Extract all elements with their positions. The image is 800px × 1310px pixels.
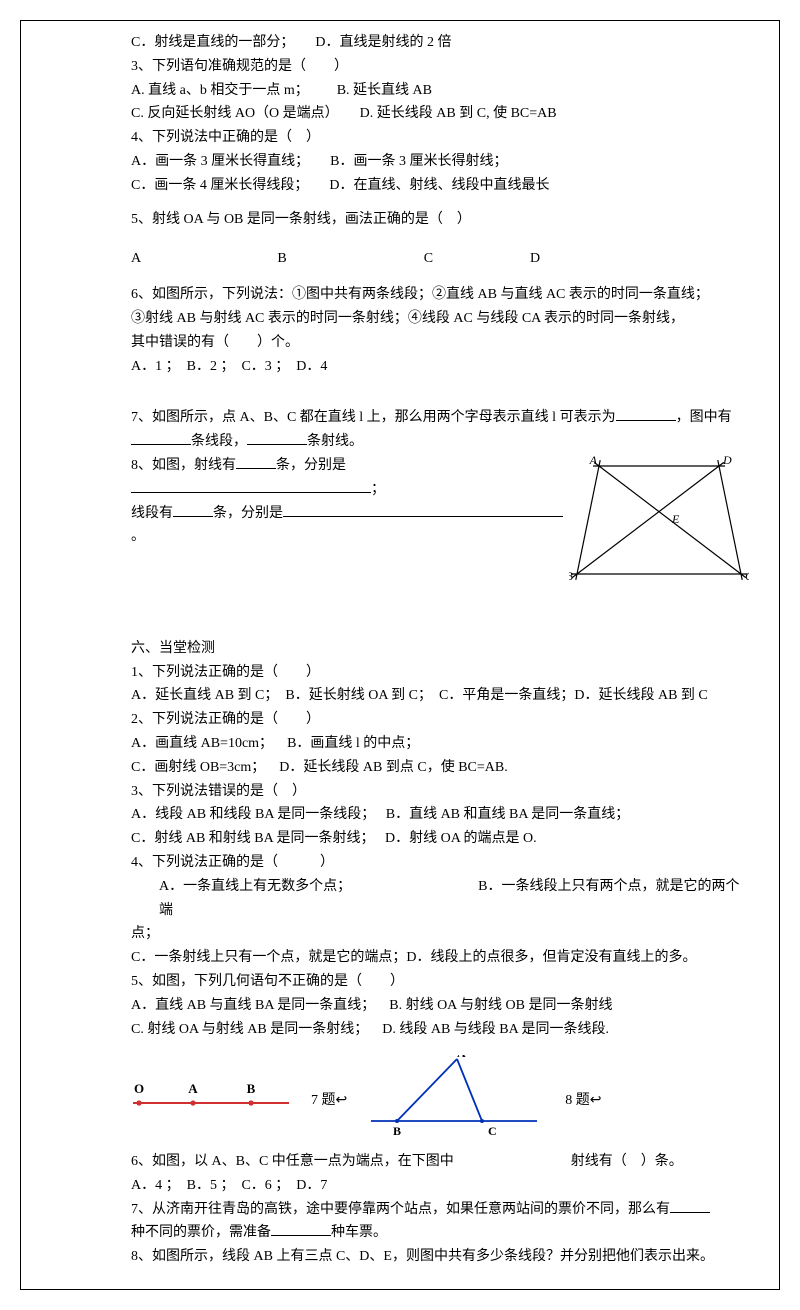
p7-a: 7、从济南开往青岛的高铁，途中要停靠两个站点，如果任意两站间的票价不同，那么有 — [131, 1202, 670, 1217]
p5-opt-b: B. 射线 OA 与射线 OB 是同一条射线 — [389, 998, 612, 1013]
figure-oab-line: OAB — [131, 1079, 291, 1122]
q4-opt-b: B．画一条 3 厘米长得射线； — [330, 154, 507, 169]
p3-opt-c: C．射线 AB 和射线 BA 是同一条射线； — [131, 831, 374, 846]
q-top-d: D．直线是射线的 2 倍 — [315, 35, 451, 50]
p7-b: 种不同的票价，需准备 — [131, 1225, 271, 1240]
q4-stem: 4、下列说法中正确的是（ ） — [131, 126, 749, 150]
svg-text:A: A — [589, 454, 598, 467]
p3-opt-d: D．射线 OA 的端点是 O. — [385, 831, 537, 846]
q5-opt-c: C — [424, 251, 433, 266]
figure-triangle: A B C — [367, 1055, 545, 1146]
p3-opt-a: A．线段 AB 和线段 BA 是同一条线段； — [131, 807, 375, 822]
q8-a: 8、如图，射线有 — [131, 458, 236, 473]
p7-c: 种车票。 — [331, 1225, 387, 1240]
p2-stem: 2、下列说法正确的是（ ） — [131, 708, 749, 732]
section-6: 六、当堂检测 — [131, 637, 749, 661]
p4-stem: 4、下列说法正确的是（ ） — [131, 851, 749, 875]
q6-l3: 其中错误的有（ ）个。 — [131, 331, 749, 355]
svg-text:C: C — [488, 1124, 497, 1137]
p6-opts: A．4 ； B．5 ； C．6 ； D．7 — [131, 1174, 749, 1198]
svg-text:O: O — [134, 1081, 144, 1096]
svg-text:D: D — [722, 454, 732, 467]
p7-blank1 — [670, 1199, 710, 1213]
p8-stem: 8、如图所示，线段 AB 上有三点 C、D、E，则图中共有多少条线段？并分别把他… — [131, 1245, 749, 1269]
q7-blank1 — [616, 407, 676, 421]
q7-blank3 — [247, 431, 307, 445]
svg-text:C: C — [745, 569, 749, 583]
fig7-label: 7 题↩ — [311, 1089, 347, 1113]
q3-opt-a: A. 直线 a、b 相交于一点 m； — [131, 83, 309, 98]
svg-text:A: A — [457, 1055, 466, 1060]
q6-l2: ③射线 AB 与射线 AC 表示的时同一条射线；④线段 AC 与线段 CA 表示… — [131, 307, 749, 331]
p4-opt-cd: C．一条射线上只有一个点，就是它的端点；D．线段上的点很多，但肯定没有直线上的多… — [131, 946, 749, 970]
p4-opt-a: A．一条直线上有无数多个点； — [159, 879, 351, 894]
q5-opt-d: D — [530, 251, 540, 266]
p2-opt-d: D．延长线段 AB 到点 C，使 BC=AB. — [279, 760, 507, 775]
q8-f: 。 — [131, 529, 145, 544]
q8-b: 条，分别是 — [276, 458, 346, 473]
q3-opt-c: C. 反向延长射线 AO（O 是端点） — [131, 106, 339, 121]
p2-opt-b: B．画直线 l 的中点； — [287, 736, 419, 751]
p6-b: 射线有（ ）条。 — [571, 1154, 683, 1169]
svg-text:B: B — [247, 1081, 256, 1096]
p5-stem: 5、如图，下列几何语句不正确的是（ ） — [131, 970, 749, 994]
fig8-label: 8 题↩ — [565, 1089, 601, 1113]
p5-opt-a: A．直线 AB 与直线 BA 是同一条直线； — [131, 998, 375, 1013]
q7-p4: 条射线。 — [307, 434, 363, 449]
p1-opts: A．延长直线 AB 到 C； B．延长射线 OA 到 C； C．平角是一条直线；… — [131, 684, 749, 708]
q5-stem: 5、射线 OA 与 OB 是同一条射线，画法正确的是（ ） — [131, 208, 749, 232]
q5-opt-b: B — [277, 251, 286, 266]
q7-blank2 — [131, 431, 191, 445]
q8-blank3 — [173, 503, 213, 517]
q8-blank2 — [131, 479, 371, 493]
p5-opt-c: C. 射线 OA 与射线 AB 是同一条射线； — [131, 1022, 368, 1037]
q7-p1: 7、如图所示，点 A、B、C 都在直线 l 上，那么用两个字母表示直线 l 可表… — [131, 410, 616, 425]
q8-blank4 — [283, 503, 563, 517]
q7-p2: ，图中有 — [676, 410, 732, 425]
q8-e: 条，分别是 — [213, 506, 283, 521]
q-top-c: C．射线是直线的一部分； — [131, 35, 294, 50]
svg-text:B: B — [393, 1124, 401, 1137]
p3-stem: 3、下列说法错误的是（ ） — [131, 780, 749, 804]
q3-stem: 3、下列语句准确规范的是（ ） — [131, 55, 749, 79]
q6-l1: 6、如图所示，下列说法：①图中共有两条线段；②直线 AB 与直线 AC 表示的时… — [131, 283, 749, 307]
q7-p3: 条线段， — [191, 434, 247, 449]
p2-opt-c: C．画射线 OB=3cm； — [131, 760, 265, 775]
q4-opt-a: A．画一条 3 厘米长得直线； — [131, 154, 309, 169]
figure-kite: A D B C E — [569, 454, 749, 613]
q4-opt-d: D．在直线、射线、线段中直线最长 — [329, 178, 549, 193]
p7-blank2 — [271, 1222, 331, 1236]
svg-text:A: A — [188, 1081, 198, 1096]
p3-opt-b: B．直线 AB 和直线 BA 是同一条直线； — [386, 807, 629, 822]
q8-c: ； — [371, 482, 385, 497]
q3-opt-d: D. 延长线段 AB 到 C, 使 BC=AB — [360, 106, 557, 121]
p4-opt-b2: 点； — [131, 922, 749, 946]
q4-opt-c: C．画一条 4 厘米长得线段； — [131, 178, 308, 193]
p5-opt-d: D. 线段 AB 与线段 BA 是同一条线段. — [382, 1022, 609, 1037]
q8-d: 线段有 — [131, 506, 173, 521]
q3-opt-b: B. 延长直线 AB — [337, 83, 432, 98]
p2-opt-a: A．画直线 AB=10cm； — [131, 736, 273, 751]
p1-stem: 1、下列说法正确的是（ ） — [131, 661, 749, 685]
svg-text:B: B — [569, 569, 574, 583]
p6-a: 6、如图，以 A、B、C 中任意一点为端点，在下图中 — [131, 1154, 454, 1169]
q8-blank1 — [236, 455, 276, 469]
q6-opts: A．1 ； B．2 ； C．3 ； D．4 — [131, 355, 749, 379]
q5-opt-a: A — [131, 251, 140, 266]
svg-text:E: E — [671, 512, 680, 526]
